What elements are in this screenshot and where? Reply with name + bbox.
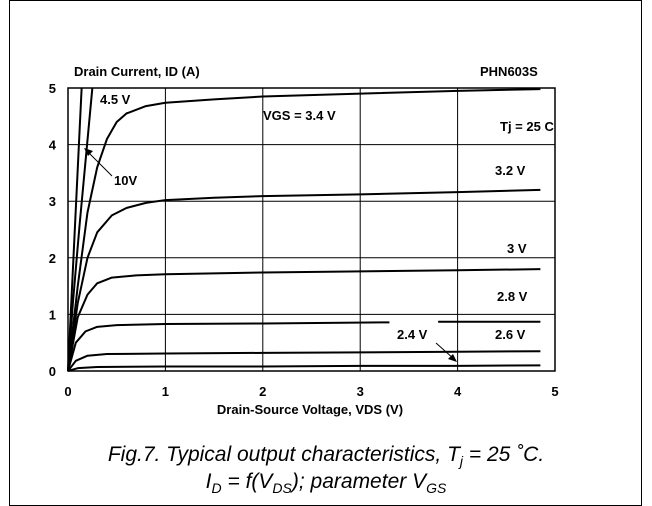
x-axis-label: Drain-Source Voltage, VDS (V): [217, 402, 403, 417]
x-tick-label: 5: [551, 384, 558, 399]
annotation: 10V: [114, 173, 137, 188]
curve: [67, 87, 94, 372]
annotation: 3.2 V: [495, 163, 526, 178]
x-tick-label: 0: [64, 384, 71, 399]
frame: [9, 0, 642, 506]
curve: [67, 320, 541, 372]
caption: ID = f(VDS); parameter VGS: [206, 470, 447, 496]
arrow-head: [448, 354, 457, 362]
y-tick-label: 1: [49, 307, 56, 322]
y-tick-label: 4: [49, 138, 57, 153]
annotation: 2.4 V: [397, 327, 428, 342]
caption-text: ); parameter V: [289, 470, 428, 493]
caption-text: = f(V: [222, 470, 275, 493]
caption-subscript: j: [458, 453, 464, 469]
x-tick-label: 4: [454, 384, 462, 399]
curve: [67, 364, 541, 372]
caption-text: = 25 ˚C.: [463, 443, 544, 466]
y-tick-label: 5: [49, 81, 56, 96]
arrow: [85, 149, 113, 177]
y-tick-label: 0: [49, 364, 56, 379]
caption-text: Fig.7. Typical output characteristics, T: [108, 443, 462, 466]
curve: [67, 188, 541, 372]
caption-text: I: [206, 470, 212, 493]
annotation: PHN603S: [480, 64, 538, 79]
caption-subscript: DS: [272, 480, 292, 496]
annotation: 2.6 V: [495, 327, 526, 342]
annotation: VGS = 3.4 V: [263, 108, 336, 123]
curve: [67, 88, 541, 372]
y-tick-label: 2: [49, 251, 56, 266]
annotation: 3 V: [507, 241, 527, 256]
curve: [67, 87, 83, 372]
curve: [67, 268, 541, 372]
caption: Fig.7. Typical output characteristics, T…: [108, 443, 544, 469]
x-tick-label: 1: [162, 384, 169, 399]
caption-subscript: D: [212, 480, 222, 496]
y-tick-label: 3: [49, 194, 56, 209]
arrow-head: [84, 148, 93, 156]
y-axis-label: Drain Current, ID (A): [74, 64, 200, 79]
x-tick-label: 3: [357, 384, 364, 399]
x-tick-label: 2: [259, 384, 266, 399]
curve: [67, 350, 541, 372]
annotation: 2.8 V: [497, 289, 528, 304]
caption-subscript: GS: [426, 480, 447, 496]
annotation: Tj = 25 C: [500, 119, 554, 134]
plot-area: [67, 87, 556, 372]
annotation: 4.5 V: [100, 92, 131, 107]
